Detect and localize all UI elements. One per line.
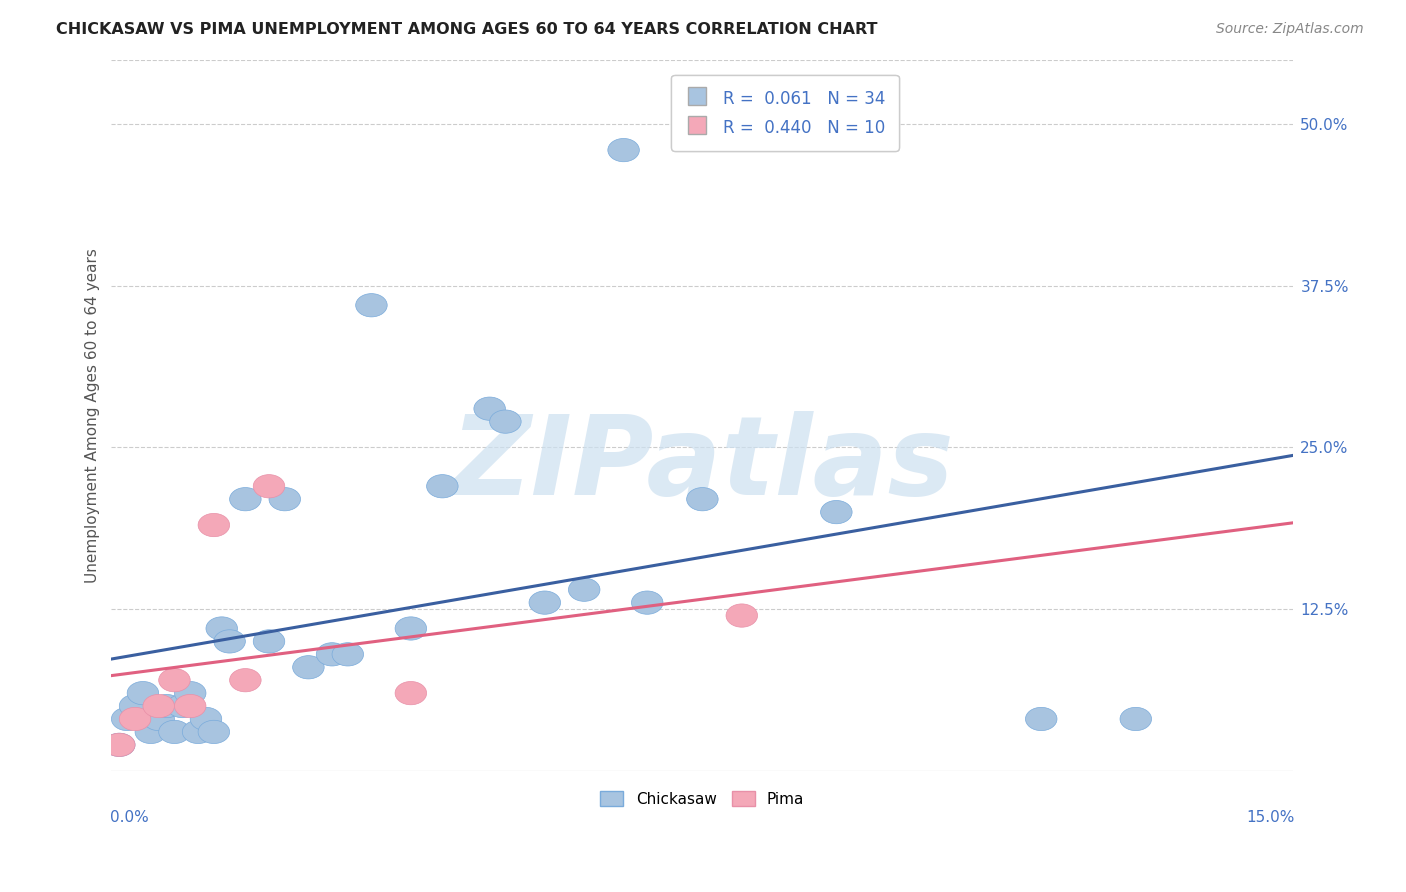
Ellipse shape — [135, 720, 166, 744]
Ellipse shape — [316, 643, 347, 666]
Ellipse shape — [568, 578, 600, 601]
Y-axis label: Unemployment Among Ages 60 to 64 years: Unemployment Among Ages 60 to 64 years — [86, 248, 100, 582]
Ellipse shape — [631, 591, 664, 615]
Ellipse shape — [198, 514, 229, 537]
Ellipse shape — [529, 591, 561, 615]
Ellipse shape — [150, 694, 183, 718]
Ellipse shape — [474, 397, 505, 420]
Ellipse shape — [104, 733, 135, 756]
Ellipse shape — [198, 720, 229, 744]
Ellipse shape — [395, 681, 426, 705]
Ellipse shape — [1121, 707, 1152, 731]
Ellipse shape — [174, 694, 205, 718]
Ellipse shape — [725, 604, 758, 627]
Ellipse shape — [489, 410, 522, 434]
Legend: R =  0.061   N = 34, R =  0.440   N = 10: R = 0.061 N = 34, R = 0.440 N = 10 — [672, 75, 898, 151]
Ellipse shape — [190, 707, 222, 731]
Ellipse shape — [356, 293, 387, 317]
Ellipse shape — [229, 669, 262, 692]
Ellipse shape — [120, 694, 150, 718]
Ellipse shape — [120, 707, 150, 731]
Ellipse shape — [159, 669, 190, 692]
Text: ZIPatlas: ZIPatlas — [450, 411, 955, 518]
Ellipse shape — [269, 488, 301, 511]
Ellipse shape — [214, 630, 246, 653]
Ellipse shape — [159, 720, 190, 744]
Ellipse shape — [166, 694, 198, 718]
Ellipse shape — [395, 617, 426, 640]
Ellipse shape — [253, 475, 285, 498]
Text: Source: ZipAtlas.com: Source: ZipAtlas.com — [1216, 22, 1364, 37]
Ellipse shape — [607, 138, 640, 161]
Ellipse shape — [143, 694, 174, 718]
Ellipse shape — [229, 488, 262, 511]
Ellipse shape — [292, 656, 325, 679]
Ellipse shape — [183, 720, 214, 744]
Ellipse shape — [143, 707, 174, 731]
Ellipse shape — [253, 630, 285, 653]
Ellipse shape — [127, 681, 159, 705]
Ellipse shape — [1025, 707, 1057, 731]
Ellipse shape — [686, 488, 718, 511]
Ellipse shape — [205, 617, 238, 640]
Text: CHICKASAW VS PIMA UNEMPLOYMENT AMONG AGES 60 TO 64 YEARS CORRELATION CHART: CHICKASAW VS PIMA UNEMPLOYMENT AMONG AGE… — [56, 22, 877, 37]
Ellipse shape — [104, 733, 135, 756]
Text: 0.0%: 0.0% — [110, 810, 149, 825]
Text: 15.0%: 15.0% — [1246, 810, 1295, 825]
Ellipse shape — [111, 707, 143, 731]
Ellipse shape — [821, 500, 852, 524]
Ellipse shape — [332, 643, 364, 666]
Ellipse shape — [426, 475, 458, 498]
Ellipse shape — [174, 681, 205, 705]
